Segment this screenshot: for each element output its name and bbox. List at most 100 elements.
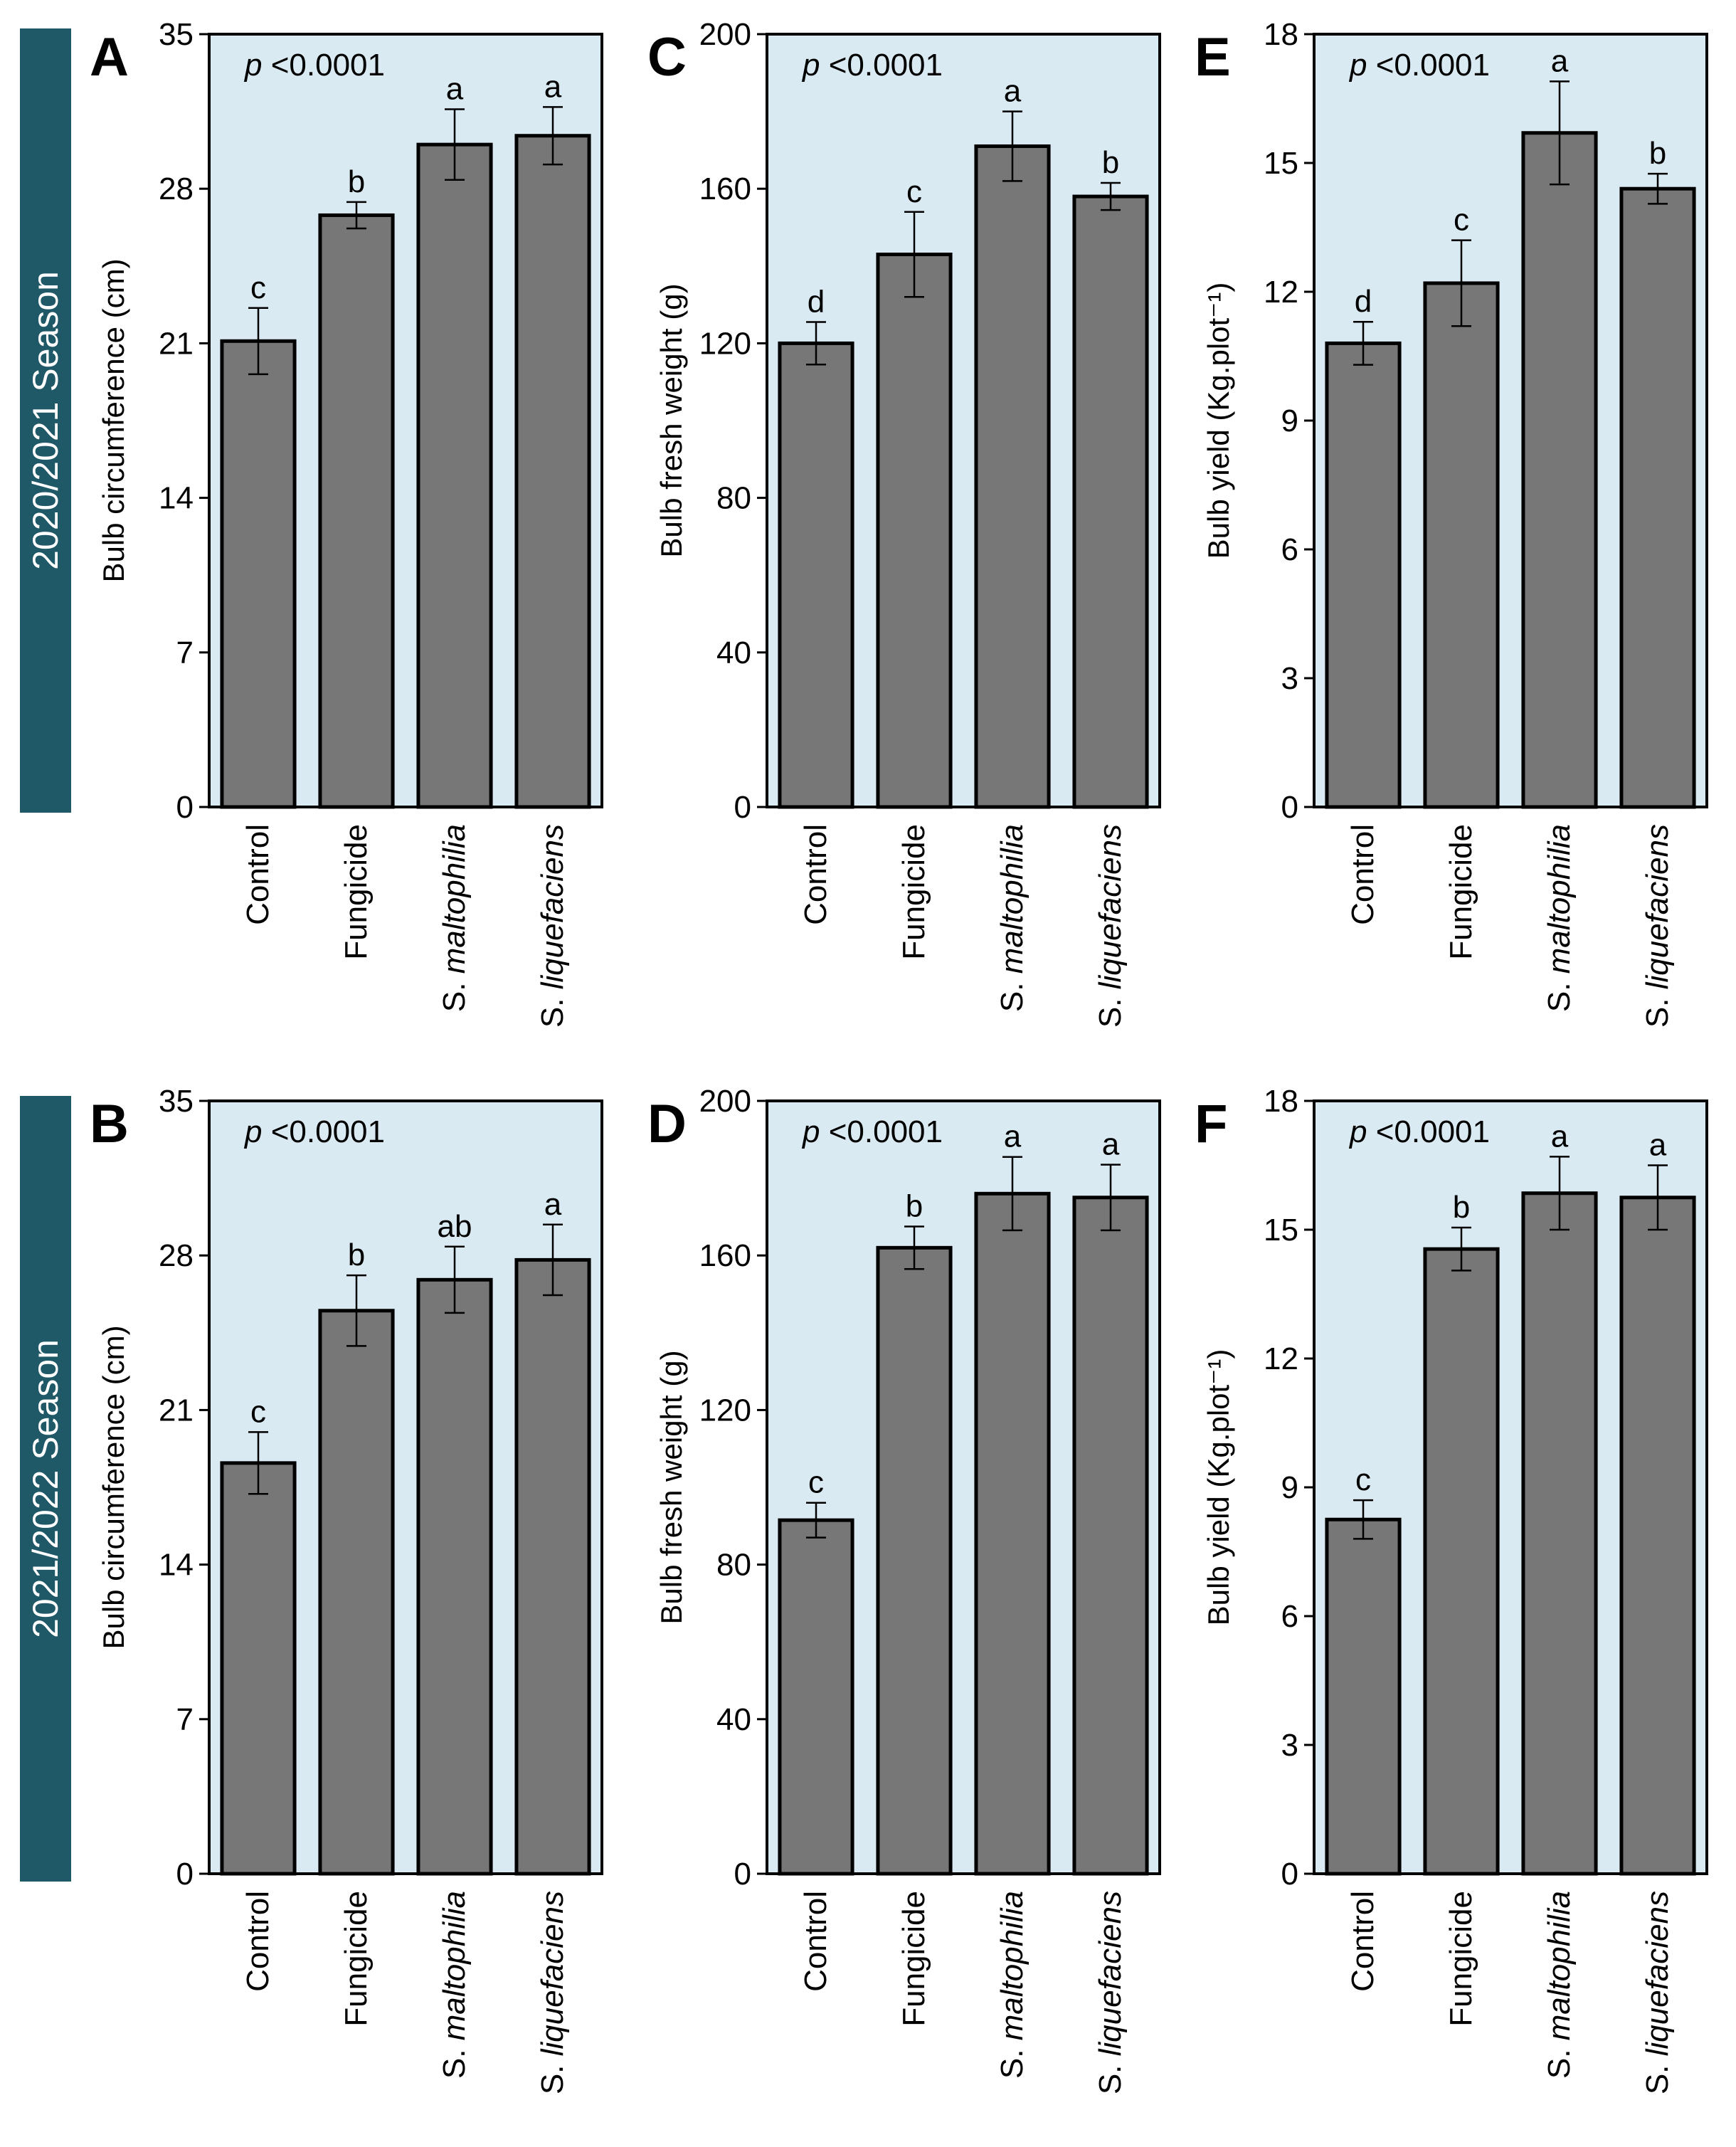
significance-letter: a bbox=[1551, 1119, 1569, 1154]
bar bbox=[1619, 186, 1696, 809]
category-label: S. liquefaciens bbox=[1640, 824, 1675, 1028]
bar bbox=[220, 339, 297, 809]
p-value-annotation: p <0.0001 bbox=[801, 1114, 943, 1149]
y-tick-label: 120 bbox=[699, 326, 751, 361]
y-tick-label: 12 bbox=[1264, 1341, 1298, 1376]
p-value-annotation: p <0.0001 bbox=[1348, 1114, 1490, 1149]
y-tick-label: 80 bbox=[716, 1548, 751, 1583]
category-label: Fungicide bbox=[1444, 1891, 1478, 2027]
bar bbox=[778, 341, 854, 809]
y-tick-label: 3 bbox=[1281, 1728, 1298, 1763]
y-tick-label: 0 bbox=[176, 790, 194, 825]
significance-letter: c bbox=[250, 270, 266, 305]
y-tick-label: 35 bbox=[159, 1084, 194, 1119]
bar bbox=[1423, 281, 1500, 809]
y-tick-label: 21 bbox=[159, 1393, 194, 1428]
y-tick-label: 3 bbox=[1281, 661, 1298, 696]
category-label: S. liquefaciens bbox=[1093, 1891, 1128, 2094]
panel-letter: F bbox=[1195, 1094, 1227, 1154]
y-tick-label: 160 bbox=[699, 172, 751, 206]
y-tick-label: 35 bbox=[159, 17, 194, 52]
panel-letter: B bbox=[90, 1094, 129, 1154]
category-label: Control bbox=[1345, 1891, 1380, 1992]
significance-letter: b bbox=[348, 164, 365, 199]
y-axis-label: Bulb yield (Kg.plot⁻¹) bbox=[1202, 283, 1235, 559]
y-axis-label: Bulb fresh weight (g) bbox=[655, 283, 688, 557]
category-label: S. maltophilia bbox=[437, 824, 472, 1012]
significance-letter: a bbox=[1551, 43, 1569, 78]
y-tick-label: 14 bbox=[159, 1548, 194, 1583]
significance-letter: d bbox=[808, 285, 825, 320]
p-value-annotation: p <0.0001 bbox=[801, 48, 943, 83]
category-label: Fungicide bbox=[339, 824, 374, 960]
significance-letter: c bbox=[906, 174, 922, 209]
category-label: S. maltophilia bbox=[995, 824, 1030, 1012]
bar bbox=[1325, 341, 1402, 809]
significance-letter: b bbox=[1453, 1190, 1470, 1225]
panel-c: d Control c Fungicide a S. maltophilia b S. liq… bbox=[647, 17, 1161, 1028]
y-tick-label: 15 bbox=[1264, 146, 1298, 181]
bar bbox=[778, 1518, 854, 1876]
panel-e: d Control c Fungicide a S. maltophilia b S. liq… bbox=[1195, 17, 1708, 1028]
panel-letter: A bbox=[90, 27, 129, 88]
category-label: Control bbox=[798, 1891, 833, 1992]
category-label: Control bbox=[1345, 824, 1380, 925]
bar bbox=[318, 1309, 395, 1876]
plot-frame bbox=[766, 33, 1161, 808]
y-tick-label: 120 bbox=[699, 1393, 751, 1428]
y-tick-label: 200 bbox=[699, 17, 751, 52]
category-label: S. maltophilia bbox=[437, 1891, 472, 2079]
panel-d: c Control b Fungicide a S. maltophilia a S. liq… bbox=[647, 1084, 1161, 2094]
bar bbox=[318, 213, 395, 809]
season-band-1: 2020/2021 Season bbox=[20, 28, 71, 813]
p-value-annotation: p <0.0001 bbox=[243, 48, 385, 83]
significance-letter: a bbox=[1004, 1119, 1022, 1154]
bar bbox=[1521, 131, 1598, 809]
significance-letter: d bbox=[1355, 284, 1372, 319]
y-axis-label: Bulb fresh weight (g) bbox=[655, 1350, 688, 1624]
category-label: Control bbox=[240, 824, 275, 925]
category-label: S. liquefaciens bbox=[535, 1891, 570, 2094]
plot-frame bbox=[766, 1099, 1161, 1875]
y-tick-label: 28 bbox=[159, 172, 194, 206]
significance-letter: c bbox=[808, 1465, 824, 1500]
significance-letter: a bbox=[446, 71, 464, 106]
y-tick-label: 9 bbox=[1281, 403, 1298, 438]
y-tick-label: 7 bbox=[176, 635, 194, 670]
bar bbox=[416, 1277, 493, 1876]
bar bbox=[974, 144, 1051, 809]
category-label: Fungicide bbox=[339, 1891, 374, 2027]
bar bbox=[1619, 1196, 1696, 1876]
significance-letter: b bbox=[348, 1238, 365, 1272]
bar bbox=[1072, 1196, 1149, 1876]
bar bbox=[1072, 194, 1149, 809]
category-label: Control bbox=[240, 1891, 275, 1992]
category-label: Control bbox=[798, 824, 833, 925]
category-label: S. liquefaciens bbox=[535, 824, 570, 1028]
panel-f: c Control b Fungicide a S. maltophilia a S. liq… bbox=[1195, 1084, 1708, 2094]
y-tick-label: 40 bbox=[716, 1702, 751, 1737]
bar bbox=[514, 134, 591, 809]
category-label: S. maltophilia bbox=[995, 1891, 1030, 2079]
season-band-2: 2021/2022 Season bbox=[20, 1096, 71, 1882]
y-axis-label: Bulb circumference (cm) bbox=[97, 1325, 130, 1649]
bar bbox=[974, 1191, 1051, 1876]
significance-letter: c bbox=[1454, 203, 1469, 238]
category-label: S. maltophilia bbox=[1542, 824, 1577, 1012]
y-tick-label: 15 bbox=[1264, 1213, 1298, 1247]
significance-letter: ab bbox=[438, 1209, 472, 1244]
y-tick-label: 6 bbox=[1281, 532, 1298, 567]
category-label: Fungicide bbox=[896, 1891, 931, 2027]
bar bbox=[416, 142, 493, 809]
p-value-annotation: p <0.0001 bbox=[1348, 48, 1490, 83]
y-tick-label: 160 bbox=[699, 1238, 751, 1273]
bar bbox=[876, 253, 953, 809]
y-axis-label: Bulb circumference (cm) bbox=[97, 258, 130, 582]
y-axis-label: Bulb yield (Kg.plot⁻¹) bbox=[1202, 1349, 1235, 1626]
y-tick-label: 28 bbox=[159, 1238, 194, 1273]
bar bbox=[1423, 1247, 1500, 1876]
y-tick-label: 80 bbox=[716, 481, 751, 516]
significance-letter: b bbox=[1102, 145, 1119, 180]
